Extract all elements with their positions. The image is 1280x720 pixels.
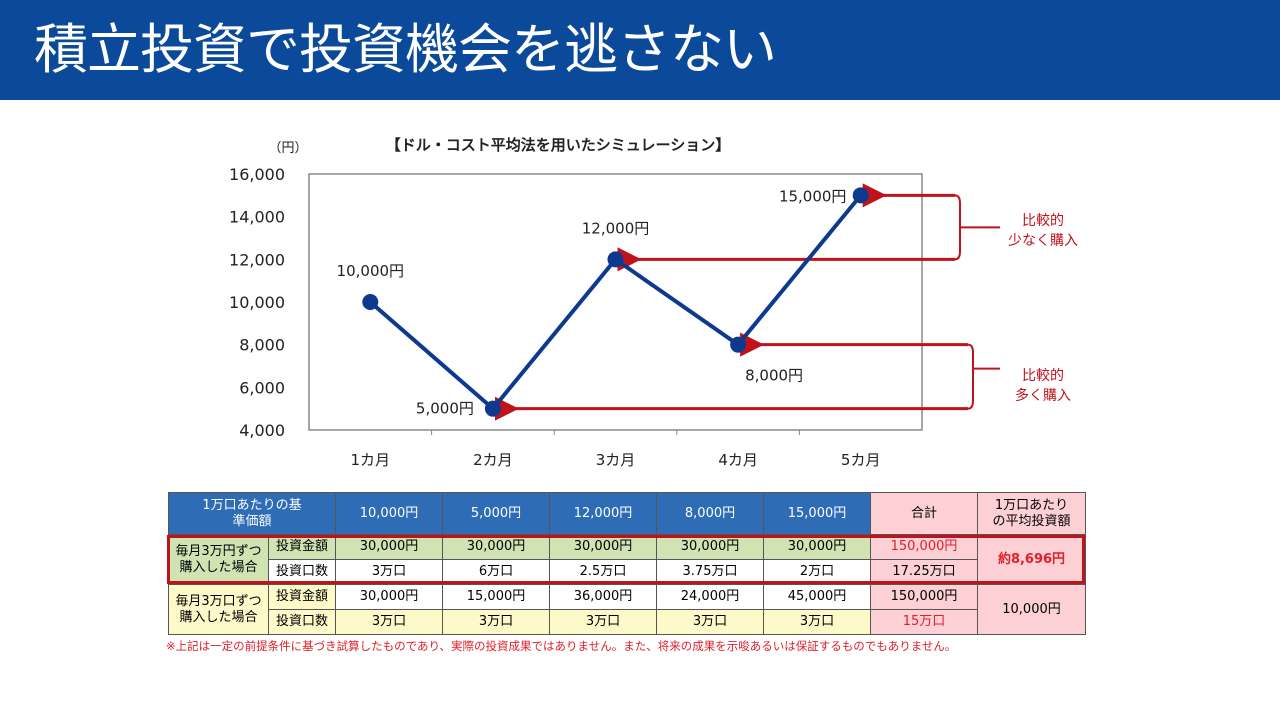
header-total: 合計 — [870, 492, 978, 535]
total-cell: 150,000円 — [870, 534, 978, 560]
data-label: 8,000円 — [745, 367, 803, 385]
annotation-bracket — [954, 194, 1000, 261]
annotation-label: 少なく購入 — [1008, 233, 1078, 249]
cell: 15,000円 — [442, 584, 550, 610]
x-tick-label: 4カ月 — [718, 451, 758, 469]
row-label: 投資金額 — [268, 534, 336, 560]
y-axis-unit: （円） — [268, 141, 307, 156]
data-point — [730, 336, 747, 353]
row-label: 投資口数 — [268, 559, 336, 585]
x-tick-label: 1カ月 — [351, 451, 391, 469]
cell: 3万口 — [442, 609, 550, 635]
group-label: 毎月3万口ずつ購入した場合 — [168, 584, 269, 635]
slide-title: 積立投資で投資機会を逃さない — [34, 18, 777, 81]
header-price: 12,000円 — [549, 492, 657, 535]
average-cell: 約8,696円 — [977, 534, 1086, 585]
group-label: 毎月3万円ずつ購入した場合 — [168, 534, 269, 585]
total-cell: 17.25万口 — [870, 559, 978, 585]
chart-title: 【ドル・コスト平均法を用いたシミュレーション】 — [386, 136, 730, 154]
cell: 3万口 — [763, 609, 871, 635]
header-price: 10,000円 — [335, 492, 443, 535]
y-tick-label: 12,000 — [229, 250, 285, 269]
cell: 30,000円 — [763, 534, 871, 560]
row-label: 投資口数 — [268, 609, 336, 635]
data-label: 10,000円 — [337, 262, 405, 280]
cell: 24,000円 — [656, 584, 764, 610]
cell: 3万口 — [335, 609, 443, 635]
y-tick-label: 6,000 — [239, 378, 285, 397]
cell: 3万口 — [549, 609, 657, 635]
data-point — [362, 294, 379, 310]
data-point — [852, 187, 869, 204]
total-cell: 15万口 — [870, 609, 978, 635]
data-label: 15,000円 — [779, 187, 847, 205]
data-label: 12,000円 — [582, 219, 650, 237]
cell: 6万口 — [442, 559, 550, 585]
cell: 30,000円 — [442, 534, 550, 560]
cell: 30,000円 — [335, 534, 443, 560]
annotation-bracket — [967, 343, 1000, 410]
annotation-label: 多く購入 — [1015, 387, 1071, 404]
y-tick-label: 14,000 — [229, 208, 285, 227]
line-chart: 【ドル・コスト平均法を用いたシミュレーション】 （円） 4,000 6,000 8,00… — [229, 136, 1078, 469]
row-label: 投資金額 — [268, 584, 336, 610]
header-average: 1万口あたりの平均投資額 — [977, 492, 1086, 535]
cell: 30,000円 — [335, 584, 443, 610]
x-tick-label: 3カ月 — [596, 451, 636, 469]
annotation-label: 比較的 — [1022, 213, 1064, 229]
cell: 2.5万口 — [549, 559, 657, 585]
header-price: 5,000円 — [442, 492, 550, 535]
data-point — [607, 251, 624, 268]
header-price: 15,000円 — [763, 492, 871, 535]
cell: 45,000円 — [763, 584, 871, 610]
y-tick-label: 8,000 — [239, 336, 285, 355]
disclaimer-note: ※上記は一定の前提条件に基づき試算したものであり、実際の投資成果ではありません。… — [166, 639, 957, 653]
simulation-table: 1万口あたりの基準価額 10,000円 5,000円 12,000円 8,000… — [168, 492, 1086, 635]
header-base-price: 1万口あたりの基準価額 — [168, 492, 336, 535]
cell: 2万口 — [763, 559, 871, 585]
data-label: 5,000円 — [416, 400, 474, 418]
y-tick-label: 4,000 — [239, 421, 285, 440]
cell: 30,000円 — [549, 534, 657, 560]
cell: 3.75万口 — [656, 559, 764, 585]
data-point — [484, 400, 501, 417]
average-cell: 10,000円 — [977, 584, 1086, 635]
x-tick-label: 5カ月 — [841, 451, 881, 469]
annotation-label: 比較的 — [1022, 368, 1064, 384]
x-tick-label: 2カ月 — [473, 451, 513, 469]
header-price: 8,000円 — [656, 492, 764, 535]
plot-area — [308, 173, 923, 431]
cell: 3万口 — [335, 559, 443, 585]
cell: 36,000円 — [549, 584, 657, 610]
cell: 3万口 — [656, 609, 764, 635]
title-bar: 積立投資で投資機会を逃さない — [0, 0, 1280, 100]
y-tick-label: 16,000 — [229, 165, 285, 184]
total-cell: 150,000円 — [870, 584, 978, 610]
cell: 30,000円 — [656, 534, 764, 560]
y-tick-label: 10,000 — [229, 293, 285, 312]
